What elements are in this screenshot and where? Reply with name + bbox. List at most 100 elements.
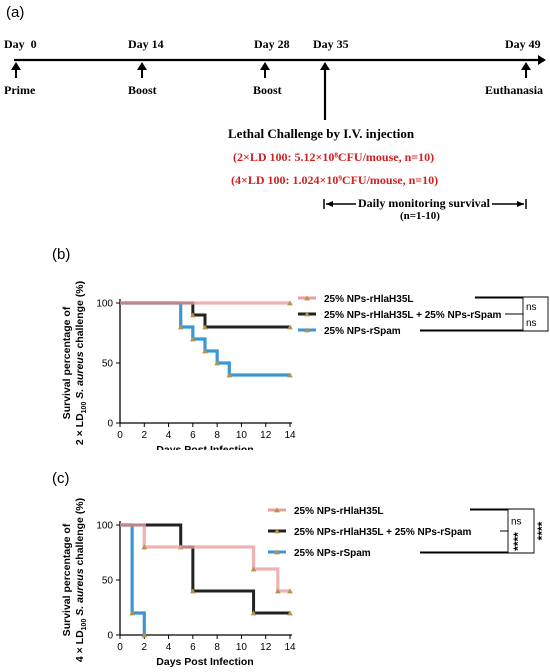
x-tick-label: 6: [190, 642, 196, 653]
legend-label-rHlaH35L: 25% NPs-rHlaH35L: [324, 294, 413, 305]
y-tick-label: 50: [102, 359, 114, 370]
series-marker-rSpam: [287, 372, 293, 378]
series-marker-rHlaH35L: [141, 544, 148, 550]
y-axis-label: Survival percentage of4 × LD100 S. aureu…: [61, 498, 88, 662]
x-axis-label: Days Post Infection: [156, 444, 253, 450]
sig-label-bottom: ns: [526, 318, 537, 329]
sig-bracket-outer: [420, 296, 549, 332]
sig-label-bottom: ****: [511, 532, 525, 551]
y-axis-label-line1: Survival percentage of: [61, 523, 73, 636]
x-tick-label: 12: [260, 430, 272, 441]
event-arrow-day49: [521, 62, 531, 78]
x-tick-label: 14: [284, 430, 296, 441]
series-marker-rSpam: [226, 372, 233, 378]
x-tick-label: 0: [117, 642, 123, 653]
legend-label-combo: 25% NPs-rHlaH35L + 25% NPs-rSpam: [324, 310, 502, 321]
svg-text:****: ****: [535, 521, 549, 540]
y-tick-label: 100: [96, 299, 113, 310]
series-line-rSpam: [120, 301, 290, 377]
x-tick-label: 14: [284, 642, 296, 653]
y-axis-label-line2: 4 × LD100 S. aureus challenge (%): [74, 498, 88, 662]
sig-bracket-outer: [420, 508, 535, 554]
x-tick-label: 12: [260, 642, 272, 653]
y-tick-label: 100: [96, 521, 113, 532]
dose-2x: (2×LD 100: 5.12×10⁸CFU/mouse, n=10): [233, 150, 435, 164]
series-line-combo: [120, 301, 290, 329]
x-tick-label: 4: [166, 642, 172, 653]
sig-bracket-top: [470, 509, 509, 532]
y-axis-label: Survival percentage of2 × LD100 S. aureu…: [61, 281, 88, 445]
x-tick-label: 8: [214, 642, 220, 653]
legend-label-combo: 25% NPs-rHlaH35L + 25% NPs-rSpam: [294, 527, 472, 538]
legend-marker-rHlaH35L: [304, 295, 310, 301]
series-marker-combo: [190, 588, 196, 594]
series-marker-rHlaH35L: [275, 588, 281, 594]
series-marker-combo: [287, 324, 293, 330]
legend-marker-rSpam: [274, 549, 280, 555]
day-label-0: Day 0: [4, 37, 37, 51]
sig-bracket-bottom: [420, 530, 509, 553]
monitoring-label: Daily monitoring survival: [356, 196, 493, 211]
sig-label-outer: ****: [535, 521, 549, 540]
timeline-svg: [11, 55, 546, 209]
event-euthanasia: Euthanasia: [485, 83, 544, 97]
event-prime: Prime: [4, 83, 36, 97]
chart-b: 0 2 4 6 8 10 12 14 0 50 100 Days Post Infection Surv…: [61, 281, 550, 450]
event-arrow-day28: [260, 62, 270, 78]
challenge-title: Lethal Challenge by I.V. injection: [228, 126, 415, 141]
y-tick-label: 50: [102, 576, 114, 587]
series-marker-combo: [190, 312, 196, 318]
series-marker-rSpam: [177, 324, 184, 330]
timeline-arrowhead: [538, 55, 546, 65]
series-marker-combo: [287, 610, 293, 616]
x-tick-label: 10: [236, 430, 248, 441]
panel-c-label: (c): [52, 470, 70, 487]
x-tick-label: 2: [142, 430, 148, 441]
x-tick-label: 6: [190, 430, 196, 441]
day-label-35: Day 35: [313, 37, 349, 51]
y-axis-label-line1: Survival percentage of: [61, 306, 73, 419]
series-marker-rSpam: [129, 610, 135, 616]
event-arrow-day0: [11, 62, 21, 78]
series-marker-combo: [250, 610, 257, 616]
y-tick-label: 0: [107, 419, 113, 430]
series-line-combo: [120, 523, 290, 615]
event-boost-1: Boost: [128, 83, 157, 97]
panel-a-label: (a): [6, 4, 25, 21]
legend-label-rHlaH35L: 25% NPs-rHlaH35L: [294, 506, 383, 517]
series-marker-rHlaH35L: [287, 300, 293, 306]
legend-marker-rSpam: [304, 327, 310, 333]
y-tick-label: 0: [107, 631, 113, 642]
sig-bracket-bottom: [420, 313, 524, 331]
y-axis-label-line2: 2 × LD100 S. aureus challenge (%): [74, 281, 88, 445]
series-marker-rHlaH35L: [250, 566, 257, 572]
sig-label-top: ns: [511, 517, 522, 528]
day-label-49: Day 49: [505, 37, 541, 51]
legend-label-rSpam: 25% NPs-rSpam: [324, 326, 401, 337]
x-tick-label: 0: [117, 430, 123, 441]
series-line-rSpam: [120, 523, 146, 635]
series-marker-combo: [202, 324, 208, 330]
x-tick-label: 2: [142, 642, 148, 653]
x-tick-label: 8: [214, 430, 220, 441]
legend-marker-combo: [274, 528, 280, 534]
series-marker-rSpam: [202, 348, 208, 354]
timeline: [0, 0, 550, 225]
day-label-14: Day 14: [128, 37, 164, 51]
series-line-rHlaH35L: [120, 523, 290, 593]
day-label-28: Day 28: [254, 37, 290, 51]
svg-text:****: ****: [511, 532, 525, 551]
panel-b-label: (b): [52, 246, 71, 263]
legend-label-rSpam: 25% NPs-rSpam: [294, 548, 371, 559]
event-arrow-day14: [137, 62, 147, 78]
series-marker-rSpam: [214, 360, 220, 366]
series-marker-rSpam: [190, 336, 196, 342]
event-boost-2: Boost: [253, 83, 282, 97]
series-marker-rHlaH35L: [287, 588, 293, 594]
legend-marker-combo: [304, 311, 310, 317]
series-marker-rSpam: [141, 632, 148, 638]
x-axis-label: Days Post Infection: [156, 656, 253, 668]
x-tick-label: 4: [166, 430, 172, 441]
chart-c: 0 2 4 6 8 10 12 14 0 50 100 Days Post Infection Surv…: [61, 498, 549, 668]
monitoring-n: (n=1-10): [400, 210, 440, 222]
